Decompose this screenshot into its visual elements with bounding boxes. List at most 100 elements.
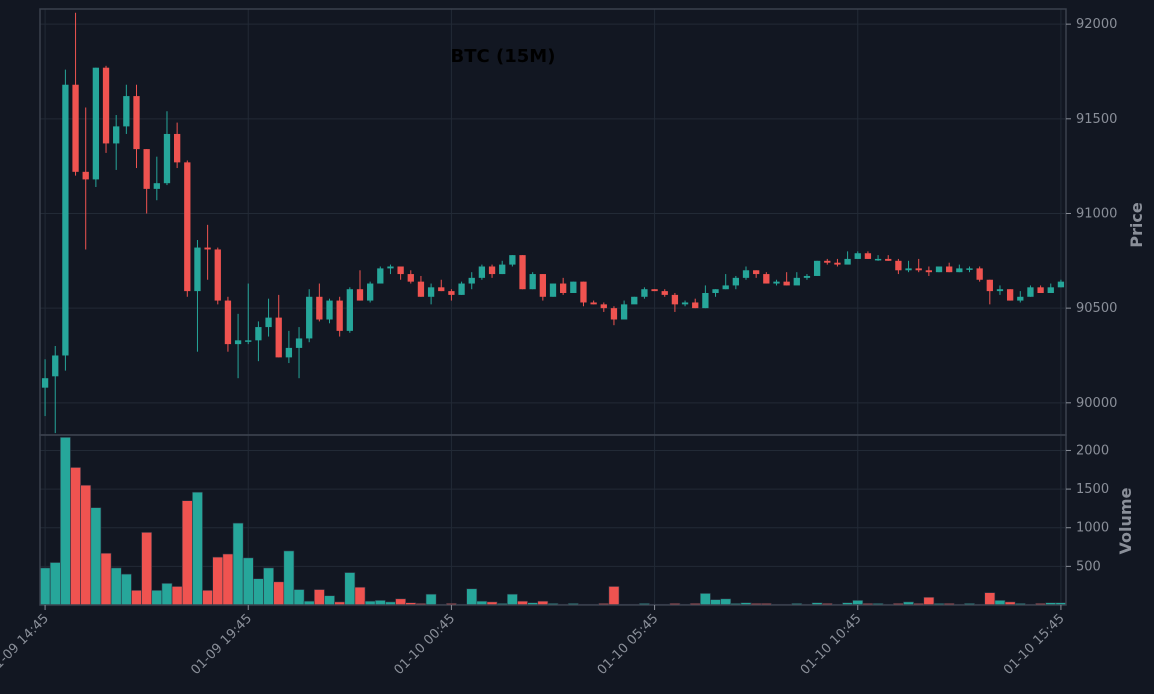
candle-body xyxy=(996,289,1004,292)
time-tick-label: 01-10 00:45 xyxy=(392,611,459,678)
candle-body xyxy=(722,285,729,290)
time-tick-label: 01-10 10:45 xyxy=(798,611,865,678)
candle-body xyxy=(803,275,811,278)
candle-body xyxy=(184,162,191,292)
candle-body xyxy=(539,274,546,297)
volume-bar xyxy=(80,484,92,606)
candle-body xyxy=(397,266,404,275)
candle-body xyxy=(387,266,394,269)
candle-body xyxy=(234,340,242,345)
volume-bar xyxy=(344,572,356,606)
volume-bar xyxy=(100,552,112,606)
volume-bar xyxy=(181,500,193,606)
volume-bar xyxy=(192,491,203,606)
candle-body xyxy=(326,300,333,320)
candle-body xyxy=(620,304,628,320)
candle-body xyxy=(265,317,272,328)
candle-body xyxy=(163,133,171,184)
volume-bar xyxy=(131,590,142,606)
candle-body xyxy=(52,355,59,377)
candle-body xyxy=(295,338,303,348)
volume-bar xyxy=(699,593,711,606)
volume-tick-label: 500 xyxy=(1076,559,1101,574)
candle-body xyxy=(1037,287,1044,293)
candle-body xyxy=(509,255,516,265)
candle-body xyxy=(641,289,648,297)
price-panel-frame xyxy=(39,8,1067,436)
candle-body xyxy=(346,289,353,331)
candle-body xyxy=(854,253,861,259)
price-axis-label: Price xyxy=(1127,202,1146,248)
volume-bar xyxy=(710,599,721,606)
candle-body xyxy=(488,266,496,275)
candle-body xyxy=(560,283,567,293)
candle-body xyxy=(204,247,211,250)
candle-body xyxy=(783,281,790,286)
candle-body xyxy=(478,266,486,278)
volume-bar xyxy=(425,593,437,606)
candle-body xyxy=(732,277,740,286)
volume-bar xyxy=(273,581,285,606)
volume-bar xyxy=(283,550,295,606)
volume-bar xyxy=(324,595,335,606)
candle-body xyxy=(946,266,953,273)
candle-body xyxy=(1006,289,1014,301)
candle-body xyxy=(417,281,425,297)
price-tick-label: 90000 xyxy=(1076,396,1117,411)
candle-body xyxy=(905,268,912,271)
volume-bar xyxy=(720,598,732,606)
volume-bar xyxy=(141,532,153,606)
candle-body xyxy=(631,296,638,305)
volume-bar xyxy=(60,437,71,606)
volume-bar xyxy=(984,592,996,606)
time-tick-label: 01-09 19:45 xyxy=(188,611,255,678)
candle-body xyxy=(72,84,79,172)
volume-bar xyxy=(222,553,234,606)
candle-body xyxy=(529,274,536,290)
candle-body xyxy=(1017,296,1024,301)
axis-ticks: 90000 90500 91000 91500 92000 500 1000 1500 2000… xyxy=(0,17,1117,678)
candle-body xyxy=(316,296,323,320)
volume-bar xyxy=(120,573,132,606)
volume-panel-frame xyxy=(39,434,1067,606)
volume-bar xyxy=(151,590,163,606)
candle-body xyxy=(275,317,282,358)
candle-body xyxy=(438,287,445,292)
candle-body xyxy=(651,289,658,292)
candle-body xyxy=(885,258,892,261)
candle-body xyxy=(681,302,689,305)
candle-body xyxy=(692,302,699,309)
candle-body xyxy=(834,262,841,265)
candle-body xyxy=(549,283,557,297)
price-tick-label: 91500 xyxy=(1076,112,1117,127)
candle-body xyxy=(925,270,933,273)
candle-body xyxy=(1047,287,1054,293)
candle-body xyxy=(153,183,160,189)
volume-bar xyxy=(395,598,407,606)
candle-body xyxy=(671,294,679,305)
candle-body xyxy=(763,274,770,284)
candle-body xyxy=(976,268,983,280)
candle-body xyxy=(427,287,435,297)
candle-body xyxy=(966,268,973,270)
time-tick-label: 01-09 14:45 xyxy=(0,611,52,678)
volume-bar xyxy=(90,507,102,606)
candle-body xyxy=(245,340,252,342)
candle-body xyxy=(813,260,821,276)
volume-tick-label: 1000 xyxy=(1076,521,1109,536)
candle-body xyxy=(123,96,130,127)
candle-body xyxy=(306,296,313,339)
candle-body xyxy=(1027,287,1034,297)
candle-body xyxy=(366,283,374,301)
candle-body xyxy=(92,67,100,180)
candle-body xyxy=(133,96,140,150)
volume-bar xyxy=(923,596,935,606)
volume-bar xyxy=(242,557,254,606)
time-tick-label: 01-10 05:45 xyxy=(595,611,662,678)
volume-bar xyxy=(161,583,173,606)
volume-bar xyxy=(202,590,213,606)
candle-body xyxy=(702,293,709,309)
candle-body xyxy=(214,249,221,301)
volume-bar xyxy=(232,522,244,606)
